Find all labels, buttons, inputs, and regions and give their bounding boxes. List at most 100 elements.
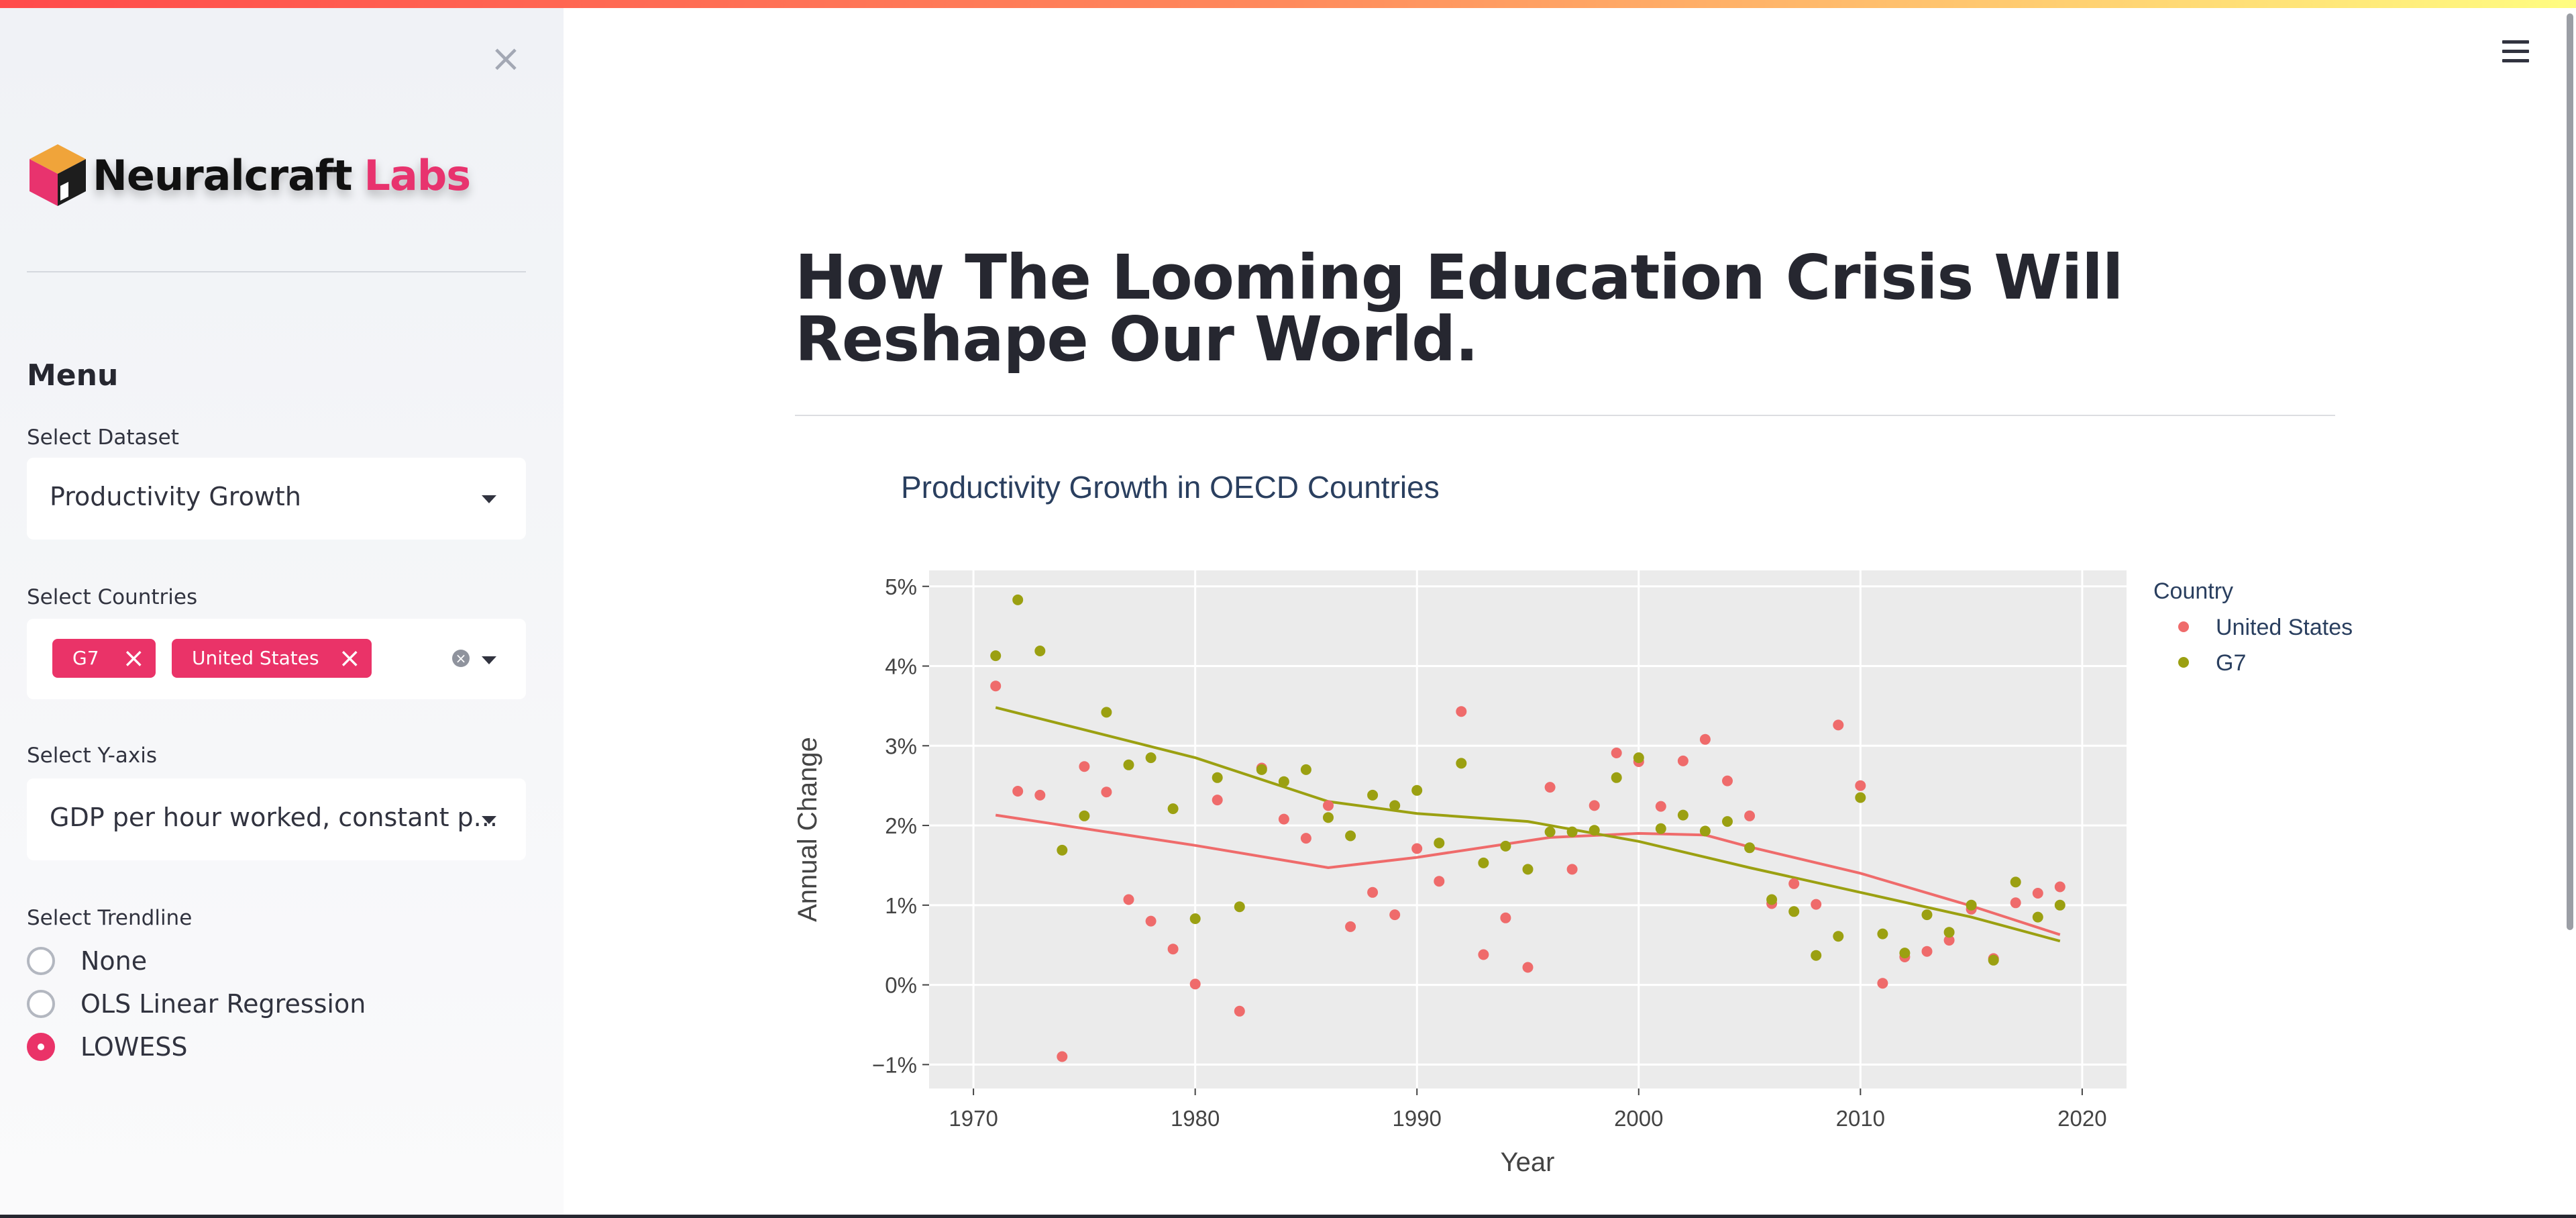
data-point-g7[interactable] bbox=[1012, 594, 1024, 605]
chevron-down-icon[interactable] bbox=[482, 816, 496, 824]
yaxis-select[interactable]: GDP per hour worked, constant p... bbox=[27, 778, 526, 860]
data-point-g7[interactable] bbox=[1167, 803, 1179, 815]
data-point-united-states[interactable] bbox=[1877, 978, 1888, 989]
radio-button[interactable] bbox=[27, 947, 55, 975]
data-point-g7[interactable] bbox=[1611, 772, 1622, 783]
data-point-g7[interactable] bbox=[1345, 830, 1356, 842]
close-icon[interactable]: × bbox=[490, 37, 522, 81]
data-point-g7[interactable] bbox=[1589, 825, 1600, 836]
data-point-united-states[interactable] bbox=[1300, 833, 1311, 844]
data-point-united-states[interactable] bbox=[1655, 801, 1666, 812]
data-point-g7[interactable] bbox=[1921, 909, 1933, 921]
data-point-united-states[interactable] bbox=[1123, 894, 1134, 905]
remove-chip-icon[interactable]: × bbox=[338, 643, 361, 674]
radio-button-selected[interactable] bbox=[27, 1033, 55, 1061]
data-point-united-states[interactable] bbox=[1323, 800, 1334, 811]
data-point-united-states[interactable] bbox=[2010, 897, 2021, 909]
data-point-united-states[interactable] bbox=[1345, 921, 1356, 932]
data-point-g7[interactable] bbox=[1434, 838, 1445, 849]
data-point-united-states[interactable] bbox=[1833, 719, 1844, 731]
data-point-united-states[interactable] bbox=[1145, 915, 1157, 927]
data-point-united-states[interactable] bbox=[1034, 789, 1046, 801]
data-point-g7[interactable] bbox=[1123, 759, 1134, 770]
dataset-select[interactable]: Productivity Growth bbox=[27, 458, 526, 540]
data-point-g7[interactable] bbox=[1722, 816, 1733, 827]
data-point-united-states[interactable] bbox=[1367, 886, 1379, 898]
data-point-g7[interactable] bbox=[1278, 776, 1289, 787]
data-point-united-states[interactable] bbox=[1189, 978, 1201, 990]
data-point-united-states[interactable] bbox=[1811, 899, 1822, 910]
data-point-g7[interactable] bbox=[1943, 927, 1955, 938]
data-point-g7[interactable] bbox=[1212, 772, 1223, 783]
data-point-g7[interactable] bbox=[1522, 864, 1534, 875]
data-point-united-states[interactable] bbox=[1699, 733, 1711, 745]
data-point-g7[interactable] bbox=[1699, 825, 1711, 837]
remove-chip-icon[interactable]: × bbox=[122, 643, 145, 674]
radio-ols[interactable]: OLS Linear Regression bbox=[27, 985, 366, 1023]
data-point-united-states[interactable] bbox=[2054, 881, 2065, 893]
data-point-g7[interactable] bbox=[1633, 752, 1644, 764]
data-point-g7[interactable] bbox=[1544, 826, 1556, 838]
data-point-united-states[interactable] bbox=[1278, 813, 1289, 825]
data-point-united-states[interactable] bbox=[990, 680, 1002, 692]
data-point-united-states[interactable] bbox=[1921, 946, 1933, 957]
data-point-g7[interactable] bbox=[1079, 810, 1090, 821]
data-point-united-states[interactable] bbox=[1012, 786, 1024, 797]
data-point-g7[interactable] bbox=[2054, 899, 2065, 911]
data-point-g7[interactable] bbox=[1057, 844, 1068, 856]
data-point-united-states[interactable] bbox=[1788, 878, 1800, 889]
radio-button[interactable] bbox=[27, 990, 55, 1018]
data-point-g7[interactable] bbox=[1788, 906, 1800, 917]
scatter-chart[interactable]: Productivity Growth in OECD Countries 19… bbox=[795, 463, 2539, 1218]
data-point-united-states[interactable] bbox=[1500, 912, 1511, 923]
data-point-g7[interactable] bbox=[1101, 707, 1112, 718]
data-point-united-states[interactable] bbox=[1101, 786, 1112, 798]
data-point-united-states[interactable] bbox=[1544, 782, 1556, 793]
data-point-united-states[interactable] bbox=[1943, 935, 1955, 946]
data-point-united-states[interactable] bbox=[1722, 775, 1733, 786]
data-point-g7[interactable] bbox=[1323, 812, 1334, 823]
data-point-united-states[interactable] bbox=[1167, 944, 1179, 955]
chevron-down-icon[interactable] bbox=[482, 656, 496, 664]
data-point-g7[interactable] bbox=[1411, 784, 1423, 796]
data-point-united-states[interactable] bbox=[1411, 843, 1423, 854]
data-point-united-states[interactable] bbox=[1566, 864, 1578, 875]
data-point-g7[interactable] bbox=[1478, 857, 1489, 868]
data-point-united-states[interactable] bbox=[1079, 761, 1090, 772]
data-point-g7[interactable] bbox=[1855, 792, 1866, 803]
data-point-united-states[interactable] bbox=[1478, 949, 1489, 960]
data-point-united-states[interactable] bbox=[1456, 706, 1467, 717]
data-point-g7[interactable] bbox=[1256, 764, 1267, 775]
data-point-united-states[interactable] bbox=[1855, 780, 1866, 791]
radio-lowess[interactable]: LOWESS bbox=[27, 1028, 188, 1066]
radio-none[interactable]: None bbox=[27, 942, 147, 980]
legend-item-g7[interactable]: G7 bbox=[2178, 650, 2246, 676]
data-point-g7[interactable] bbox=[1300, 764, 1311, 775]
countries-multiselect[interactable]: G7 × United States × × bbox=[27, 619, 526, 699]
data-point-g7[interactable] bbox=[1234, 901, 1245, 913]
data-point-g7[interactable] bbox=[1766, 894, 1778, 905]
data-point-united-states[interactable] bbox=[1744, 810, 1756, 821]
data-point-g7[interactable] bbox=[1966, 899, 1977, 911]
data-point-united-states[interactable] bbox=[1611, 748, 1622, 758]
data-point-united-states[interactable] bbox=[1212, 795, 1223, 806]
data-point-united-states[interactable] bbox=[1434, 876, 1445, 887]
data-point-united-states[interactable] bbox=[1389, 909, 1401, 921]
data-point-united-states[interactable] bbox=[1589, 800, 1600, 811]
data-point-g7[interactable] bbox=[1367, 789, 1379, 801]
data-point-united-states[interactable] bbox=[1522, 962, 1534, 973]
data-point-g7[interactable] bbox=[1034, 646, 1046, 656]
data-point-united-states[interactable] bbox=[2032, 888, 2043, 899]
hamburger-icon[interactable] bbox=[2502, 40, 2529, 67]
chevron-down-icon[interactable] bbox=[482, 495, 496, 503]
scrollbar[interactable] bbox=[2567, 13, 2573, 930]
data-point-g7[interactable] bbox=[1145, 752, 1157, 764]
data-point-g7[interactable] bbox=[1389, 800, 1401, 811]
data-point-g7[interactable] bbox=[1500, 840, 1511, 852]
legend-item-united-states[interactable]: United States bbox=[2178, 615, 2353, 640]
clear-all-icon[interactable]: × bbox=[452, 650, 470, 667]
data-point-g7[interactable] bbox=[1744, 842, 1756, 854]
data-point-g7[interactable] bbox=[1189, 913, 1201, 924]
data-point-g7[interactable] bbox=[1456, 758, 1467, 769]
data-point-united-states[interactable] bbox=[1677, 755, 1688, 766]
